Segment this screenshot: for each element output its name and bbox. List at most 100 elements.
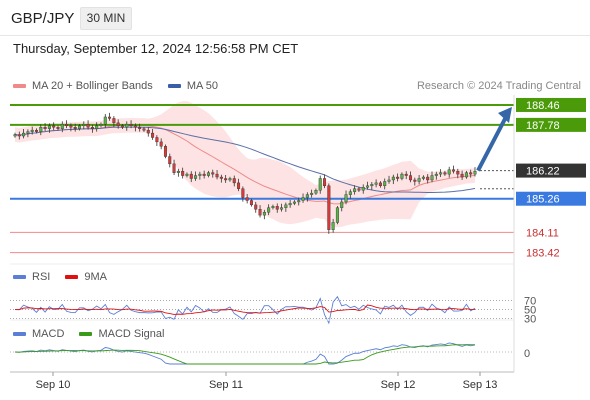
- legend-rsi: RSI: [13, 271, 50, 283]
- legend-macd-signal-swatch: [79, 332, 93, 337]
- candle-body: [86, 124, 90, 128]
- candle-body: [181, 170, 185, 176]
- candle-body: [69, 125, 73, 128]
- candle-body: [366, 185, 370, 188]
- candle-body: [211, 172, 215, 175]
- legend-9ma: 9MA: [65, 271, 107, 283]
- candle-body: [60, 124, 64, 129]
- legend-ma50: MA 50: [167, 80, 218, 92]
- forecast-arrow-shaft: [476, 116, 508, 172]
- level-label-184.11: 184.11: [526, 227, 559, 239]
- candle-body: [318, 178, 322, 191]
- candle-body: [142, 128, 146, 131]
- candle-body: [340, 201, 344, 208]
- candle-body: [232, 178, 236, 184]
- candle-body: [125, 124, 129, 128]
- candle-body: [65, 124, 69, 126]
- candle-body: [262, 211, 266, 216]
- candle-body: [249, 200, 253, 206]
- level-label-187.78: 187.78: [526, 120, 560, 132]
- candle-body: [254, 204, 258, 210]
- candle-body: [469, 172, 473, 175]
- level-label-185.26: 185.26: [526, 194, 560, 206]
- bollinger-band: [15, 101, 475, 228]
- candle-body: [374, 182, 378, 185]
- candle-body: [310, 192, 314, 195]
- candle-body: [30, 129, 34, 132]
- candle-body: [284, 204, 288, 208]
- candle-body: [409, 175, 413, 181]
- candle-body: [176, 170, 180, 173]
- level-label-183.42: 183.42: [526, 248, 560, 260]
- candle-body: [163, 146, 167, 157]
- candle-body: [413, 179, 417, 182]
- legend-rsi-swatch: [13, 275, 26, 280]
- candle-body: [443, 172, 447, 175]
- current-price-label: 186.22: [526, 166, 560, 178]
- candle-body: [39, 127, 43, 132]
- candles: [13, 112, 477, 234]
- candle-body: [116, 122, 120, 126]
- candle-body: [168, 156, 172, 165]
- candle-body: [473, 170, 477, 175]
- candle-body: [90, 127, 94, 129]
- candle-body: [288, 203, 292, 206]
- bollinger-fill: [15, 101, 475, 228]
- symbol-title: GBP/JPY: [11, 10, 75, 27]
- candle-body: [348, 191, 352, 195]
- candle-body: [34, 129, 38, 132]
- candle-body: [370, 184, 374, 187]
- candle-body: [361, 187, 365, 191]
- candle-body: [194, 175, 198, 179]
- candle-body: [301, 197, 305, 201]
- candle-body: [292, 201, 296, 204]
- candle-body: [430, 175, 434, 181]
- candle-body: [297, 200, 301, 203]
- legend-macd-signal: MACD Signal: [79, 328, 164, 340]
- credit-text: Research © 2024 Trading Central: [416, 80, 581, 92]
- legend-9ma-swatch: [65, 275, 79, 280]
- candle-body: [133, 125, 137, 128]
- candle-body: [245, 197, 249, 201]
- candle-body: [206, 172, 210, 176]
- candle-body: [275, 206, 279, 210]
- candle-body: [202, 173, 206, 176]
- level-labels: 188.46 187.78 185.26 184.11 183.42 186.22: [516, 97, 586, 260]
- candle-body: [198, 173, 202, 176]
- candle-body: [17, 134, 21, 137]
- candle-body: [159, 141, 163, 147]
- legend-ma20-swatch: [13, 84, 26, 89]
- timeframe-button[interactable]: 30 MIN: [80, 7, 132, 30]
- candle-body: [396, 176, 400, 179]
- candle-body: [43, 127, 47, 129]
- candle-body: [228, 178, 232, 181]
- candle-body: [452, 169, 456, 172]
- candle-body: [185, 173, 189, 176]
- macd-panel: 0: [10, 342, 530, 365]
- candle-body: [138, 127, 142, 129]
- candle-body: [26, 131, 30, 134]
- candle-body: [103, 116, 107, 125]
- x-tick-label-1: Sep 11: [209, 379, 243, 391]
- candle-body: [447, 169, 451, 175]
- candle-body: [108, 116, 112, 119]
- candle-body: [426, 176, 430, 181]
- x-tick-label-0: Sep 10: [36, 379, 71, 391]
- candle-body: [383, 181, 387, 187]
- legend-macd: MACD: [13, 328, 64, 340]
- candle-body: [327, 185, 331, 230]
- level-label-188.46: 188.46: [526, 100, 560, 112]
- rsi-level-label-70: 70: [524, 296, 536, 308]
- candle-body: [353, 188, 357, 192]
- legend-ma50-swatch: [167, 84, 181, 89]
- rsi-level-label-50: 50: [524, 305, 536, 317]
- candle-body: [456, 170, 460, 175]
- level-tag-187.78: [516, 117, 586, 132]
- candle-body: [146, 129, 150, 134]
- candle-body: [323, 178, 327, 187]
- candle-body: [417, 178, 421, 182]
- candle-body: [404, 173, 408, 176]
- candle-body: [439, 172, 443, 175]
- candle-body: [421, 176, 425, 179]
